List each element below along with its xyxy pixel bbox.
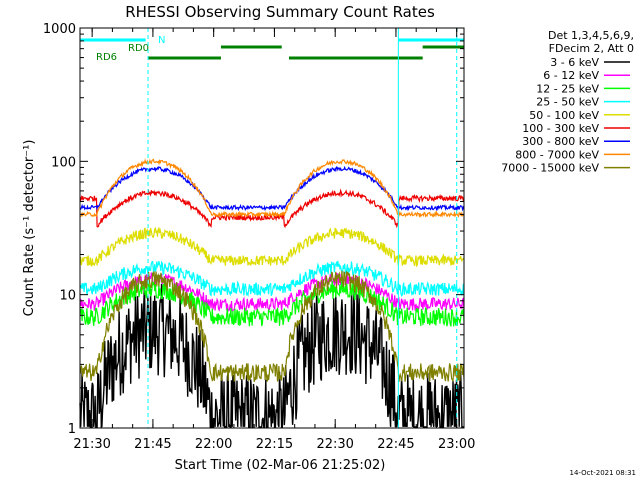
series-lines xyxy=(79,158,465,429)
x-tick-label: 22:15 xyxy=(256,437,293,452)
series-line-8 xyxy=(79,158,465,219)
legend-label-5: 50 - 100 keV xyxy=(529,109,599,122)
y-tick-label: 10 xyxy=(59,289,76,304)
x-tick-label: 21:45 xyxy=(134,437,171,452)
legend-label-3: 12 - 25 keV xyxy=(536,82,599,95)
series-line-3 xyxy=(79,279,465,327)
legend-label-7: 300 - 800 keV xyxy=(522,135,599,148)
series-line-4 xyxy=(79,260,465,298)
legend-label-4: 25 - 50 keV xyxy=(536,96,599,109)
x-axis-label: Start Time (02-Mar-06 21:25:02) xyxy=(175,458,386,473)
legend-label-1: 3 - 6 keV xyxy=(550,56,599,69)
axes: 1 10 100 1000 21:30 21:45 22:00 22:15 22:30 22:45… xyxy=(43,22,476,452)
flag-label-n: N xyxy=(158,35,165,46)
series-line-9 xyxy=(79,270,465,382)
y-tick-label: 1000 xyxy=(43,22,76,37)
flag-label-rd0: RD0 xyxy=(128,43,149,54)
x-tick-label: 22:00 xyxy=(195,437,232,452)
legend-header-line-2: FDecim 2, Att 0 xyxy=(549,42,634,55)
legend-label-6: 100 - 300 keV xyxy=(522,122,599,135)
series-line-7 xyxy=(79,165,465,212)
series-line-5 xyxy=(79,226,465,268)
legend-header-line-1: Det 1,3,4,5,6,9, xyxy=(548,29,634,42)
legend-label-2: 6 - 12 keV xyxy=(543,69,599,82)
legend-label-8: 800 - 7000 keV xyxy=(515,148,599,161)
flag-bars: N RD0 RD6 xyxy=(80,35,464,63)
x-tick-label: 22:30 xyxy=(316,437,353,452)
plot-frame xyxy=(79,27,465,429)
flag-label-rd6: RD6 xyxy=(96,52,117,63)
y-axis-label: Count Rate (s⁻¹ detector⁻¹) xyxy=(22,140,37,317)
footer-date: 14-Oct-2021 08:31 xyxy=(570,469,636,477)
x-tick-label: 21:30 xyxy=(73,437,110,452)
chart-title: RHESSI Observing Summary Count Rates xyxy=(125,3,435,21)
x-tick-label: 22:45 xyxy=(377,437,414,452)
series-line-1 xyxy=(79,283,464,429)
y-tick-label: 1 xyxy=(68,422,76,437)
series-line-6 xyxy=(79,188,465,229)
x-tick-label: 23:00 xyxy=(438,437,475,452)
y-tick-label: 100 xyxy=(51,155,76,170)
legend-label-9: 7000 - 15000 keV xyxy=(501,162,599,175)
